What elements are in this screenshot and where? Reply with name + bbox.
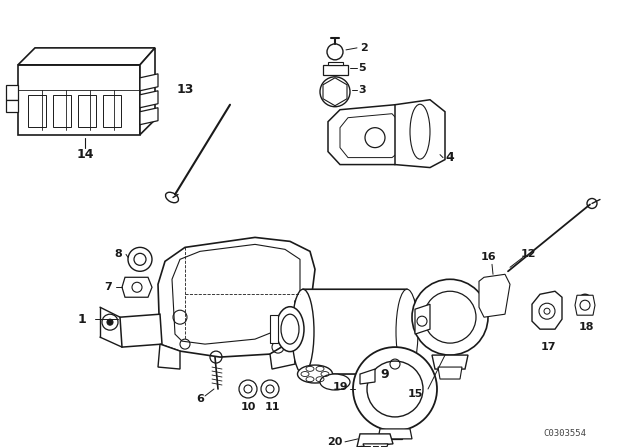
- Ellipse shape: [396, 289, 418, 374]
- Circle shape: [261, 380, 279, 398]
- Text: 19: 19: [332, 382, 348, 392]
- Polygon shape: [363, 444, 388, 448]
- Polygon shape: [140, 91, 158, 108]
- Polygon shape: [323, 65, 348, 75]
- Polygon shape: [360, 369, 375, 384]
- Ellipse shape: [320, 374, 350, 390]
- Circle shape: [424, 291, 476, 343]
- Circle shape: [128, 247, 152, 271]
- Circle shape: [367, 361, 423, 417]
- Text: 18: 18: [579, 322, 594, 332]
- Circle shape: [327, 44, 343, 60]
- Ellipse shape: [292, 289, 314, 374]
- Text: 11: 11: [264, 402, 280, 412]
- Circle shape: [353, 347, 437, 431]
- Bar: [28, 95, 46, 127]
- Bar: [53, 95, 71, 127]
- Bar: [373, 446, 378, 448]
- Text: 5: 5: [358, 63, 365, 73]
- Text: 1: 1: [77, 313, 86, 326]
- Ellipse shape: [577, 294, 593, 314]
- Text: 17: 17: [540, 342, 556, 352]
- Polygon shape: [323, 78, 347, 106]
- Text: 16: 16: [480, 252, 496, 263]
- Text: C0303554: C0303554: [543, 429, 586, 439]
- Circle shape: [412, 279, 488, 355]
- Ellipse shape: [166, 192, 179, 202]
- Text: 2: 2: [360, 43, 368, 53]
- Text: 14: 14: [76, 148, 93, 161]
- Circle shape: [107, 319, 113, 325]
- Circle shape: [327, 84, 343, 100]
- Polygon shape: [479, 274, 510, 317]
- Polygon shape: [6, 85, 18, 100]
- Text: 7: 7: [104, 282, 112, 292]
- Polygon shape: [18, 48, 155, 65]
- Polygon shape: [172, 244, 300, 344]
- Text: 10: 10: [240, 402, 256, 412]
- Polygon shape: [18, 65, 140, 135]
- Polygon shape: [395, 100, 445, 168]
- Text: 4: 4: [445, 151, 454, 164]
- Ellipse shape: [281, 314, 299, 344]
- Polygon shape: [140, 74, 158, 91]
- Ellipse shape: [484, 279, 506, 309]
- Circle shape: [320, 77, 350, 107]
- Polygon shape: [270, 339, 295, 369]
- Text: 12: 12: [520, 250, 536, 259]
- Circle shape: [102, 314, 118, 330]
- Polygon shape: [270, 315, 278, 343]
- Polygon shape: [357, 434, 393, 447]
- Polygon shape: [120, 314, 162, 347]
- Text: 20: 20: [328, 437, 343, 447]
- Polygon shape: [158, 237, 315, 357]
- Bar: [365, 446, 370, 448]
- Text: 3: 3: [358, 85, 365, 95]
- Ellipse shape: [489, 285, 501, 303]
- Circle shape: [239, 380, 257, 398]
- Bar: [78, 95, 96, 127]
- Polygon shape: [122, 277, 152, 297]
- Polygon shape: [388, 431, 402, 439]
- Polygon shape: [158, 344, 180, 369]
- Polygon shape: [140, 108, 158, 125]
- Text: 6: 6: [196, 394, 204, 404]
- Text: 9: 9: [381, 367, 389, 380]
- Polygon shape: [415, 304, 430, 334]
- Polygon shape: [328, 105, 410, 164]
- Text: 13: 13: [176, 83, 194, 96]
- Polygon shape: [432, 355, 468, 369]
- Bar: [103, 95, 121, 127]
- Bar: [381, 446, 386, 448]
- Polygon shape: [328, 62, 343, 65]
- Ellipse shape: [276, 307, 304, 352]
- Polygon shape: [6, 100, 18, 112]
- Polygon shape: [140, 48, 155, 135]
- Polygon shape: [438, 367, 462, 379]
- Polygon shape: [532, 291, 562, 329]
- Polygon shape: [378, 429, 412, 439]
- Text: 15: 15: [407, 389, 422, 399]
- Ellipse shape: [298, 365, 333, 383]
- Polygon shape: [295, 289, 415, 374]
- Text: 8: 8: [114, 250, 122, 259]
- Polygon shape: [575, 295, 595, 315]
- Circle shape: [134, 254, 146, 265]
